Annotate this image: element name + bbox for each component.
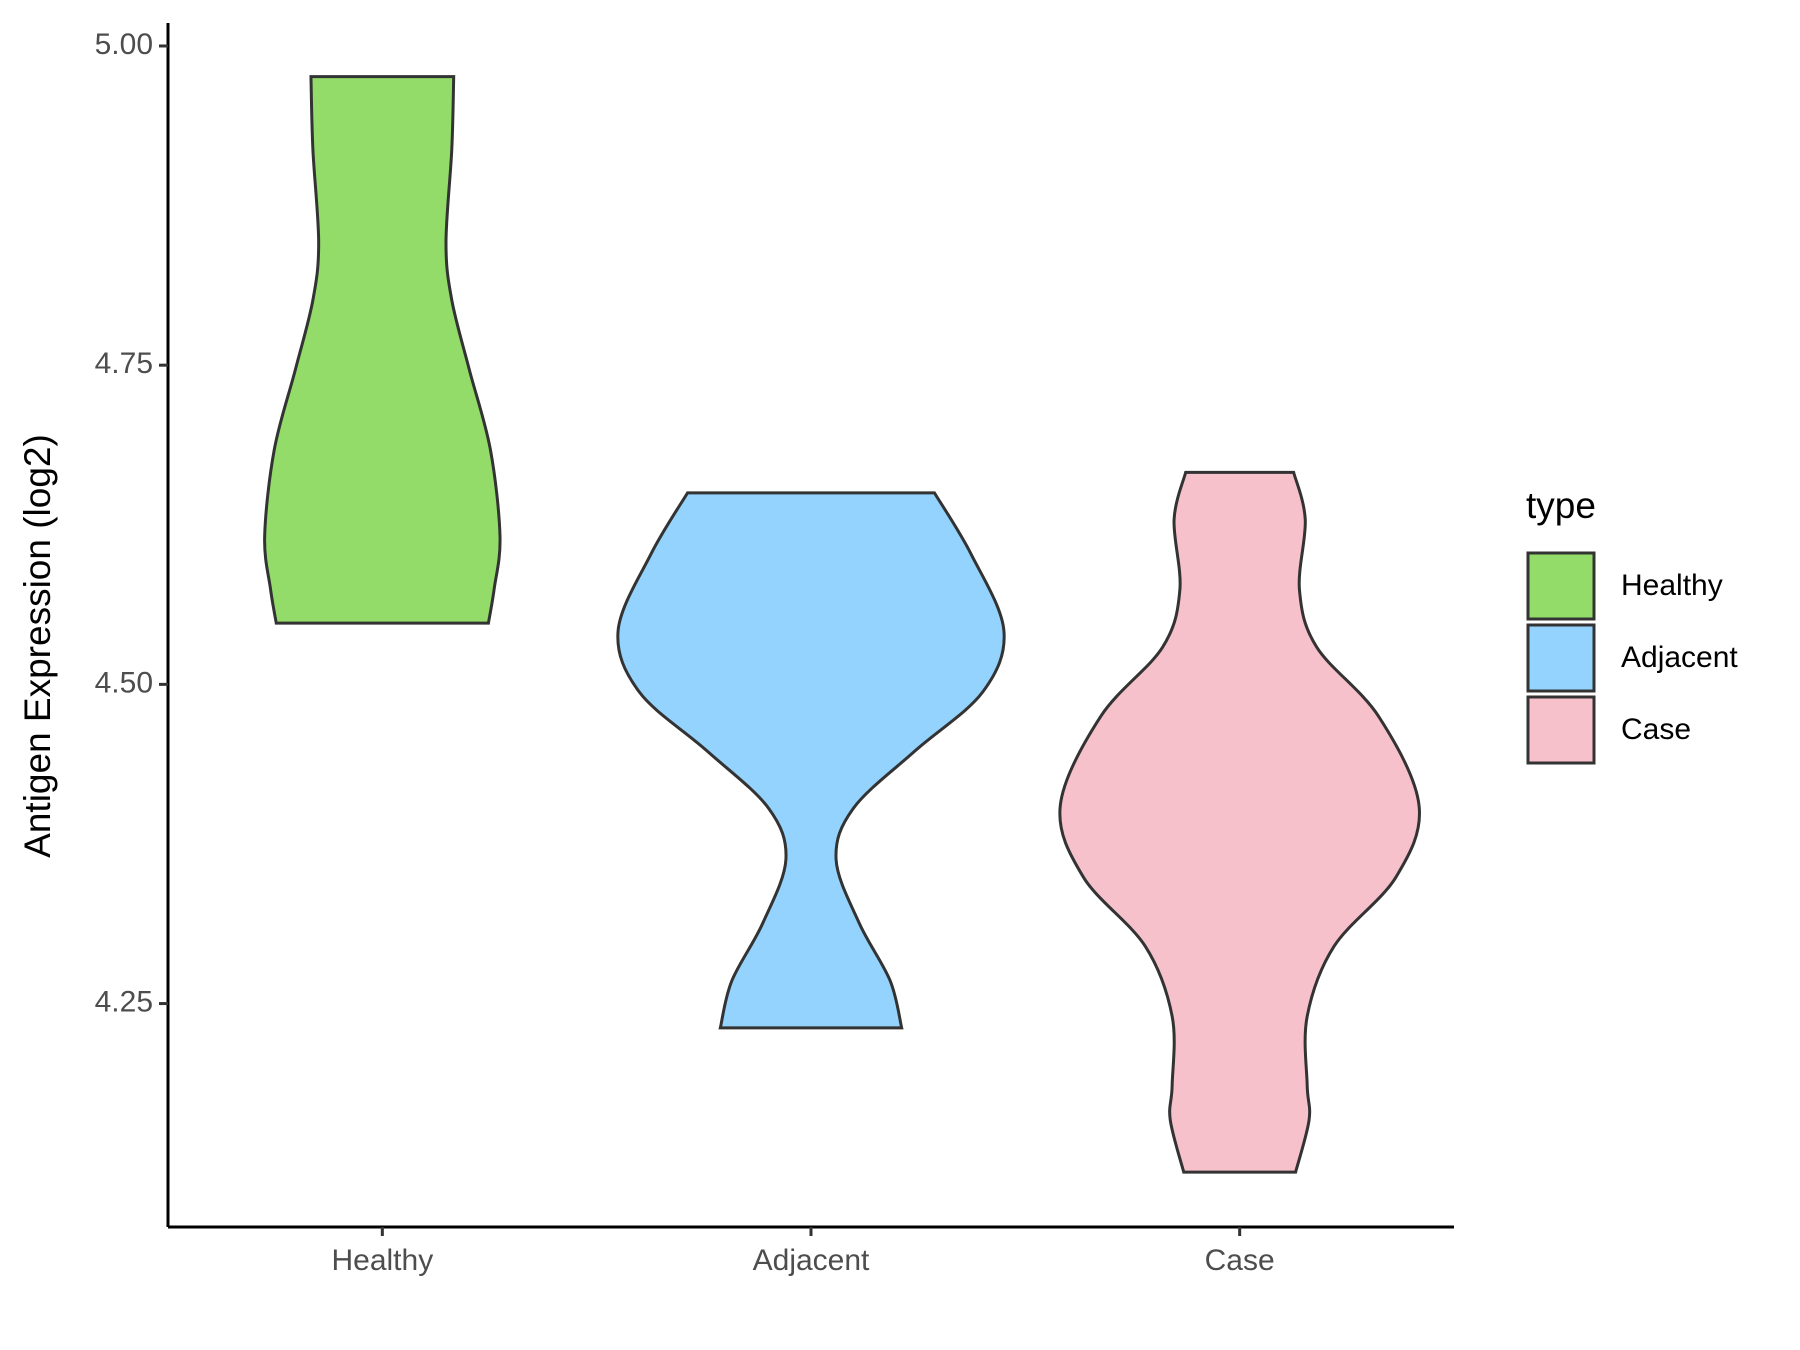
legend-key bbox=[1526, 623, 1596, 693]
violin bbox=[1058, 470, 1421, 1174]
legend-label: Case bbox=[1621, 713, 1691, 746]
legend-title: type bbox=[1526, 485, 1596, 526]
legend-label: Healthy bbox=[1621, 569, 1723, 602]
x-tick-label: Adjacent bbox=[753, 1244, 870, 1277]
y-tick-label: 5.00 bbox=[95, 28, 153, 61]
violin bbox=[616, 491, 1006, 1030]
y-tick-label: 4.75 bbox=[95, 347, 153, 380]
y-tick-label: 4.25 bbox=[95, 985, 153, 1018]
legend-key bbox=[1526, 695, 1596, 765]
y-tick-label: 4.50 bbox=[95, 666, 153, 699]
legend-label: Adjacent bbox=[1621, 641, 1738, 674]
legend-key bbox=[1526, 551, 1596, 621]
y-axis-title: Antigen Expression (log2) bbox=[17, 434, 58, 858]
violin bbox=[263, 75, 502, 625]
x-tick-label: Case bbox=[1205, 1244, 1275, 1277]
x-tick-label: Healthy bbox=[331, 1244, 433, 1277]
